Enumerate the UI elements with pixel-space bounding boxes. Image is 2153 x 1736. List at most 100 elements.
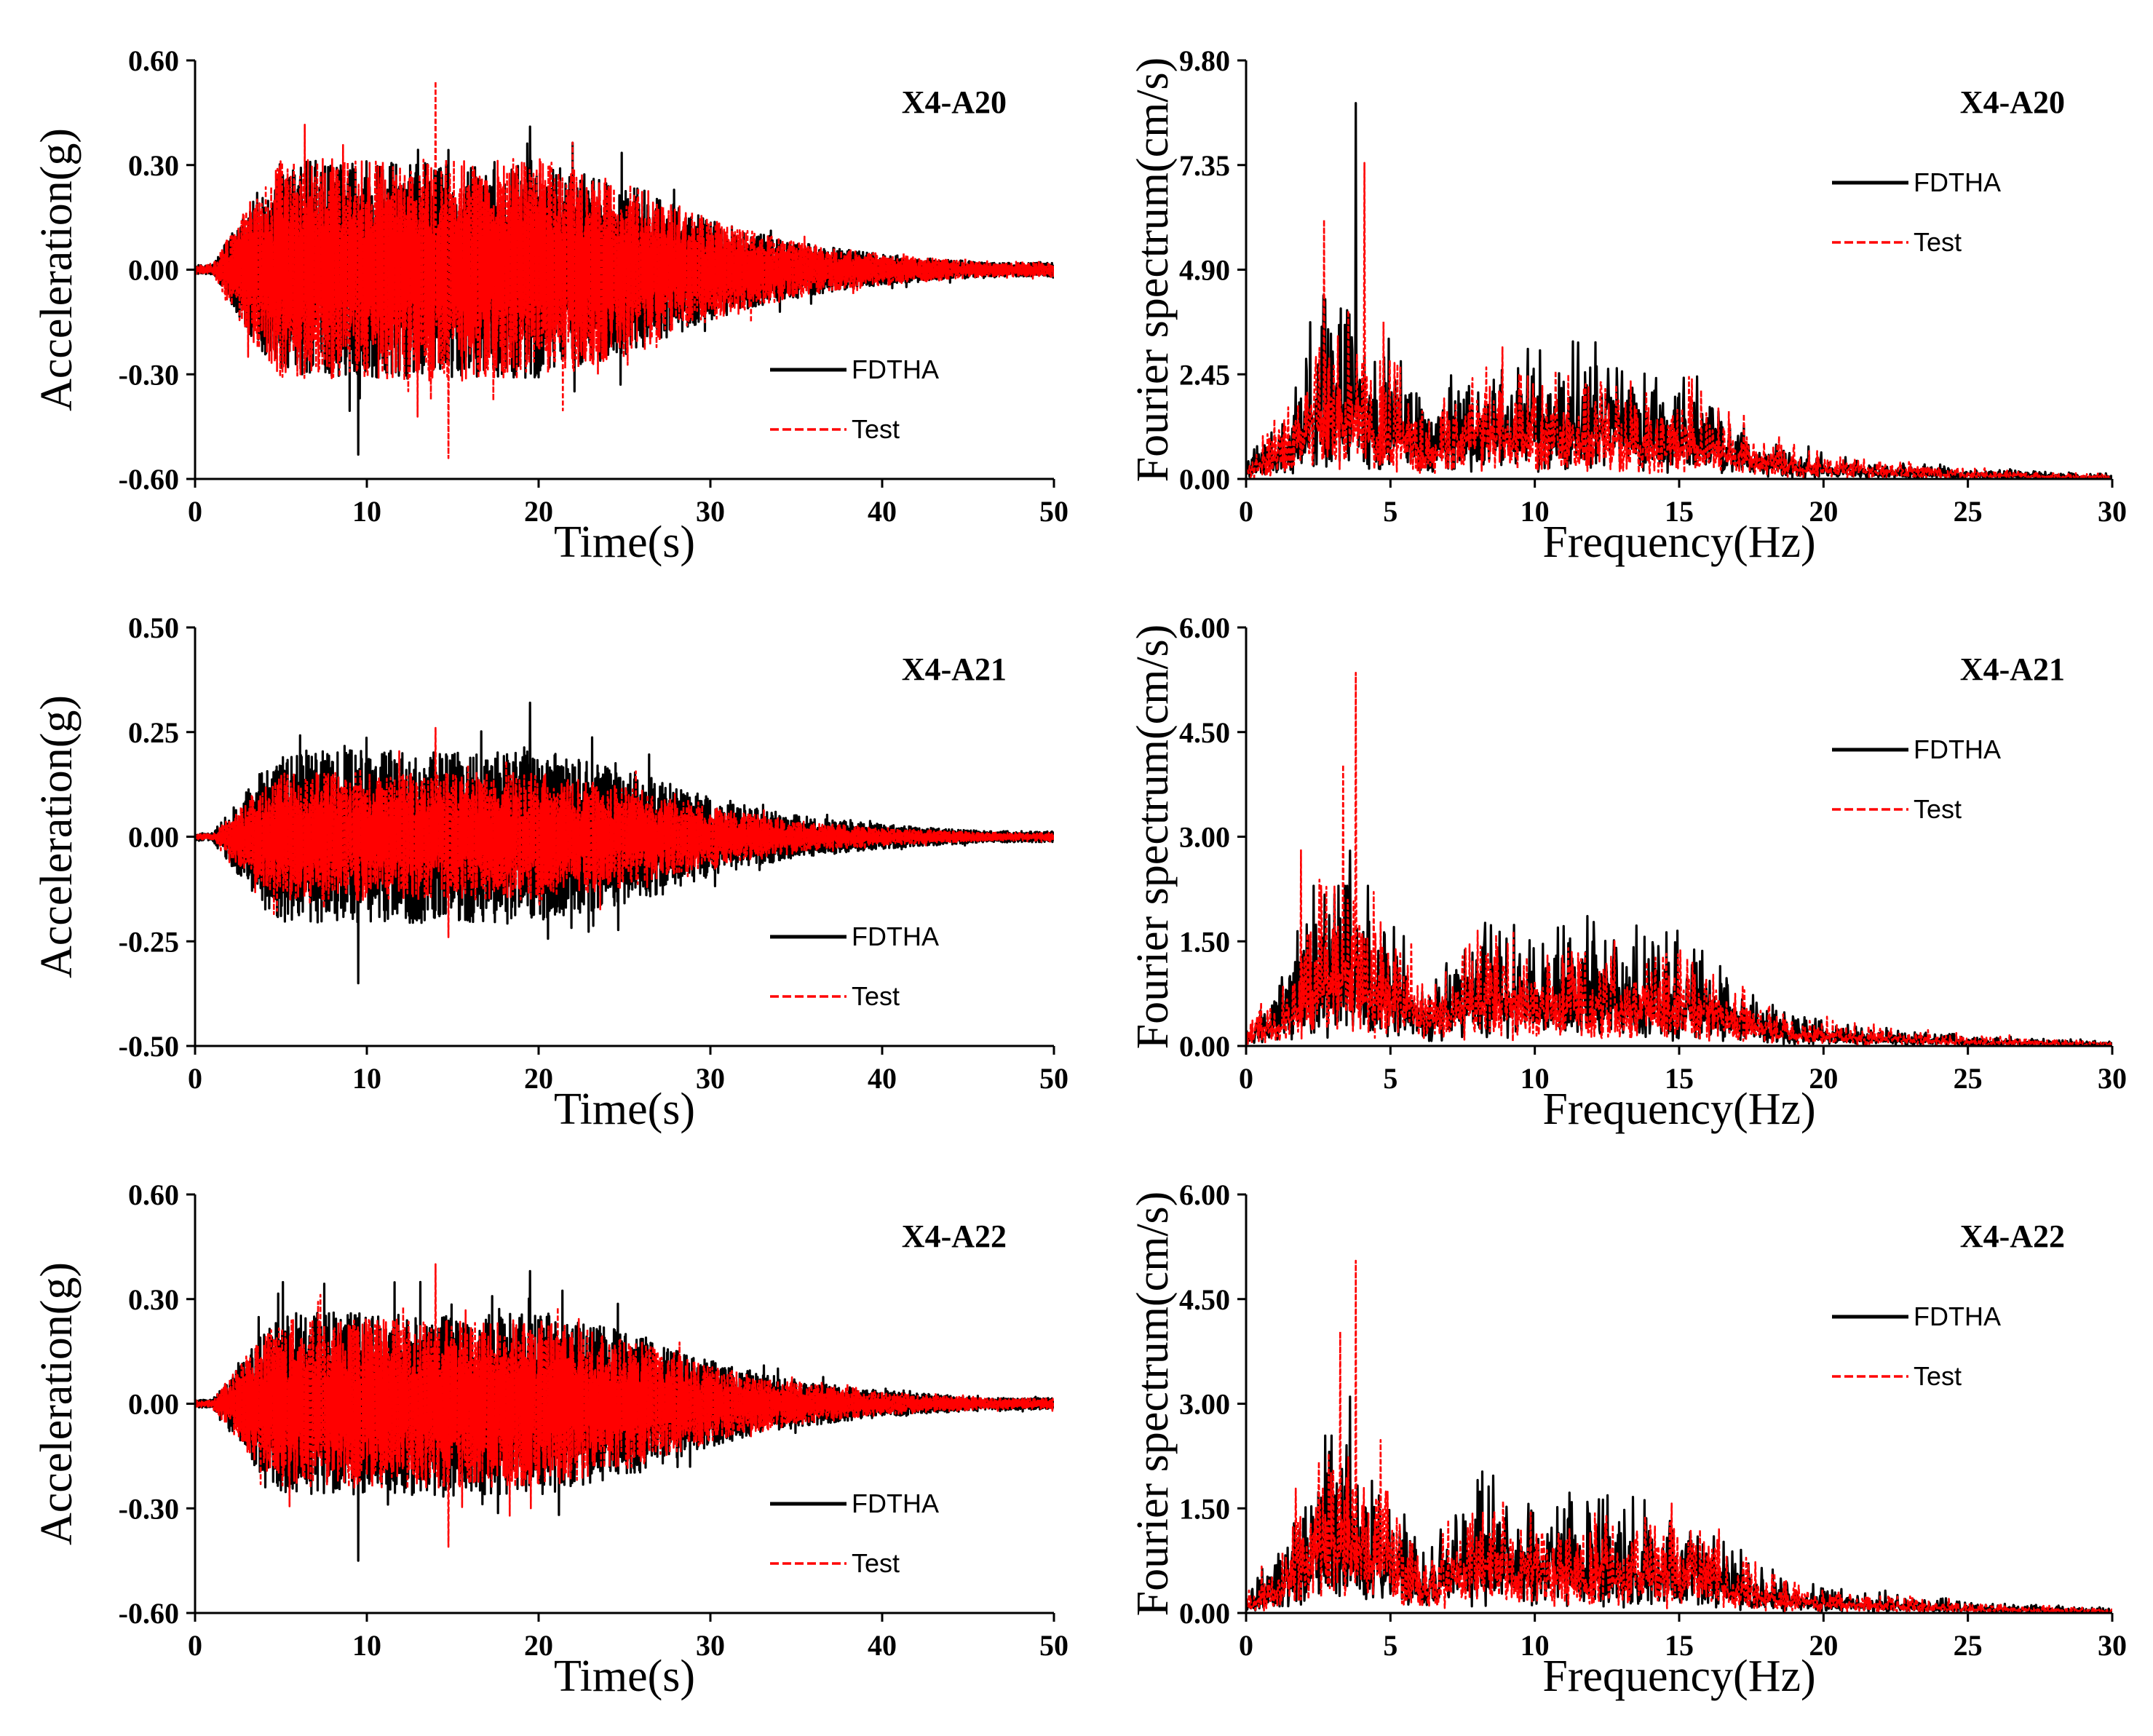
y-tick-label: 6.00 — [1179, 611, 1230, 644]
series-line-test — [1246, 1259, 2112, 1614]
x-tick-label: 50 — [1039, 1062, 1068, 1095]
x-axis-label: Time(s) — [554, 518, 695, 567]
legend-label-test: Test — [1914, 227, 1962, 257]
y-tick-label: 0.30 — [128, 1283, 179, 1316]
panel-title: X4-A22 — [1960, 1218, 2065, 1254]
panel-title: X4-A20 — [902, 84, 1007, 120]
y-tick-label: 1.50 — [1179, 1492, 1230, 1525]
x-tick-label: 25 — [1954, 1629, 1983, 1662]
x-tick-label: 40 — [868, 495, 897, 528]
y-tick-label: -0.60 — [119, 463, 179, 496]
legend-label-fdtha: FDTHA — [852, 1489, 939, 1518]
y-axis-label: Fourier spectrum(cm/s) — [1128, 625, 1178, 1050]
x-tick-label: 15 — [1665, 495, 1694, 528]
plot-area — [195, 1263, 1054, 1562]
x-axis-label: Frequency(Hz) — [1542, 1652, 1815, 1701]
panel-title: X4-A21 — [902, 651, 1007, 687]
x-tick-label: 20 — [1809, 495, 1838, 528]
legend-label-fdtha: FDTHA — [1914, 734, 2001, 764]
x-axis-label: Time(s) — [554, 1085, 695, 1134]
series-line-test — [1246, 162, 2112, 480]
x-tick-label: 10 — [1520, 1629, 1550, 1662]
x-tick-label: 30 — [2098, 1062, 2127, 1095]
y-tick-label: -0.30 — [119, 358, 179, 391]
y-tick-label: 2.45 — [1179, 358, 1230, 391]
x-tick-label: 0 — [1239, 1629, 1253, 1662]
x-tick-label: 0 — [1239, 495, 1253, 528]
x-tick-label: 20 — [524, 1062, 553, 1095]
x-tick-label: 30 — [696, 1062, 725, 1095]
panel-title: X4-A21 — [1960, 651, 2065, 687]
series-line-test — [195, 726, 1054, 938]
x-tick-label: 0 — [1239, 1062, 1253, 1095]
y-tick-label: 0.00 — [1179, 1030, 1230, 1063]
legend-label-fdtha: FDTHA — [852, 921, 939, 951]
y-tick-label: 0.50 — [128, 611, 179, 644]
x-tick-label: 40 — [868, 1629, 897, 1662]
x-tick-label: 50 — [1039, 495, 1068, 528]
x-tick-label: 5 — [1383, 1629, 1397, 1662]
x-tick-label: 25 — [1954, 495, 1983, 528]
y-tick-label: 0.25 — [128, 716, 179, 749]
legend-label-test: Test — [852, 1548, 900, 1578]
legend: FDTHA Test — [1832, 167, 2001, 257]
chart-panel-5: -0.60 -0.30 0.00 0.30 0.60 0 10 20 30 40 50 Time(s)… — [32, 1178, 1068, 1701]
chart-panel-2: 0.00 2.45 4.90 7.35 9.80 0 5 10 15 20 25 30 Frequenc… — [1128, 44, 2127, 567]
x-tick-label: 5 — [1383, 1062, 1397, 1095]
x-tick-label: 30 — [696, 1629, 725, 1662]
y-tick-label: 0.30 — [128, 149, 179, 182]
x-tick-label: 20 — [1809, 1629, 1838, 1662]
x-tick-label: 20 — [524, 1629, 553, 1662]
x-tick-label: 50 — [1039, 1629, 1068, 1662]
y-axis-label: Acceleration(g) — [32, 1262, 82, 1545]
legend: FDTHA Test — [770, 921, 939, 1011]
x-tick-label: 20 — [1809, 1062, 1838, 1095]
x-tick-label: 0 — [188, 495, 202, 528]
y-tick-label: 0.60 — [128, 1178, 179, 1211]
y-tick-label: 0.00 — [128, 1388, 179, 1421]
x-tick-label: 10 — [352, 1629, 381, 1662]
y-tick-label: 3.00 — [1179, 821, 1230, 854]
y-tick-label: 0.00 — [128, 821, 179, 854]
plot-area — [195, 80, 1054, 459]
x-tick-label: 10 — [1520, 495, 1550, 528]
plot-area — [1246, 102, 2112, 480]
legend: FDTHA Test — [770, 1489, 939, 1578]
y-tick-label: 4.90 — [1179, 254, 1230, 287]
x-tick-label: 15 — [1665, 1629, 1694, 1662]
y-tick-label: -0.50 — [119, 1030, 179, 1063]
chart-panel-6: 0.00 1.50 3.00 4.50 6.00 0 5 10 15 20 25 30 Frequenc… — [1128, 1178, 2127, 1701]
y-tick-label: -0.60 — [119, 1597, 179, 1630]
chart-panel-3: -0.50 -0.25 0.00 0.25 0.50 0 10 20 30 40 50 Time(s)… — [32, 611, 1068, 1134]
legend: FDTHA Test — [770, 354, 939, 444]
chart-panel-1: -0.60 -0.30 0.00 0.30 0.60 0 10 20 30 40 50 Time(s)… — [32, 44, 1068, 567]
x-tick-label: 0 — [188, 1629, 202, 1662]
x-tick-label: 30 — [2098, 1629, 2127, 1662]
x-tick-label: 30 — [2098, 495, 2127, 528]
x-tick-label: 25 — [1954, 1062, 1983, 1095]
y-tick-label: 0.00 — [128, 254, 179, 287]
y-tick-label: 9.80 — [1179, 44, 1230, 77]
legend-label-test: Test — [852, 414, 900, 444]
chart-panel-4: 0.00 1.50 3.00 4.50 6.00 0 5 10 15 20 25 30 Frequenc… — [1128, 611, 2127, 1134]
y-axis-label: Acceleration(g) — [32, 128, 82, 411]
y-tick-label: 4.50 — [1179, 1283, 1230, 1316]
x-tick-label: 40 — [868, 1062, 897, 1095]
x-axis-label: Time(s) — [554, 1652, 695, 1701]
legend-label-fdtha: FDTHA — [1914, 167, 2001, 197]
y-axis-label: Fourier spectrum(cm/s) — [1128, 1192, 1178, 1617]
plot-area — [195, 701, 1054, 985]
y-tick-label: 3.00 — [1179, 1388, 1230, 1421]
y-tick-label: 6.00 — [1179, 1178, 1230, 1211]
x-axis-label: Frequency(Hz) — [1542, 1085, 1815, 1134]
y-tick-label: 0.60 — [128, 44, 179, 77]
x-tick-label: 0 — [188, 1062, 202, 1095]
y-tick-label: 0.00 — [1179, 1597, 1230, 1630]
x-axis-label: Frequency(Hz) — [1542, 518, 1815, 567]
legend: FDTHA Test — [1832, 734, 2001, 824]
x-tick-label: 5 — [1383, 495, 1397, 528]
legend-label-test: Test — [1914, 1361, 1962, 1391]
y-axis-label: Acceleration(g) — [32, 695, 82, 978]
legend: FDTHA Test — [1832, 1301, 2001, 1391]
